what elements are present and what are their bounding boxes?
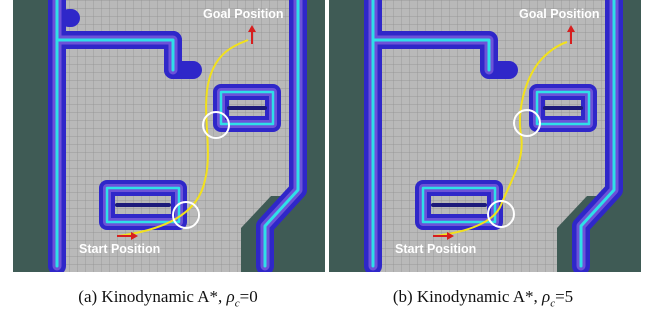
caption-b: (b) Kinodynamic A*, ρc=5 [333,287,633,309]
highlight-circle-upper [202,111,230,139]
highlight-circle-upper [513,109,541,137]
caption-value: =0 [239,287,258,306]
goal-position-label: Goal Position [203,7,284,21]
start-arrow-icon [117,232,138,240]
map-panel-a: Goal Position Start Position [13,0,325,272]
goal-arrow-icon [248,25,256,44]
caption-a: (a) Kinodynamic A*, ρc=0 [18,287,318,309]
caption-prefix: (b) Kinodynamic A*, [392,287,538,306]
occupied-region-right [619,0,641,196]
start-position-label: Start Position [395,242,476,256]
occupied-region-right [303,0,325,196]
costmap-a: Goal Position Start Position [13,0,325,272]
rho-symbol: ρc [542,287,556,310]
planned-path [117,39,249,237]
rho-symbol: ρc [226,287,240,310]
walls [364,0,623,272]
walls [48,0,307,272]
goal-position-label: Goal Position [519,7,600,21]
highlight-circle-lower [172,201,200,229]
start-arrow-icon [433,232,454,240]
occupied-region-left [13,0,53,272]
highlight-circle-lower [487,200,515,228]
caption-value: =5 [555,287,574,306]
start-position-label: Start Position [79,242,160,256]
occupied-region-left [329,0,369,272]
map-panel-b: Goal Position Start Position [329,0,641,272]
costmap-b: Goal Position Start Position [329,0,641,272]
caption-prefix: (a) Kinodynamic A*, [78,287,223,306]
goal-arrow-icon [567,25,575,44]
